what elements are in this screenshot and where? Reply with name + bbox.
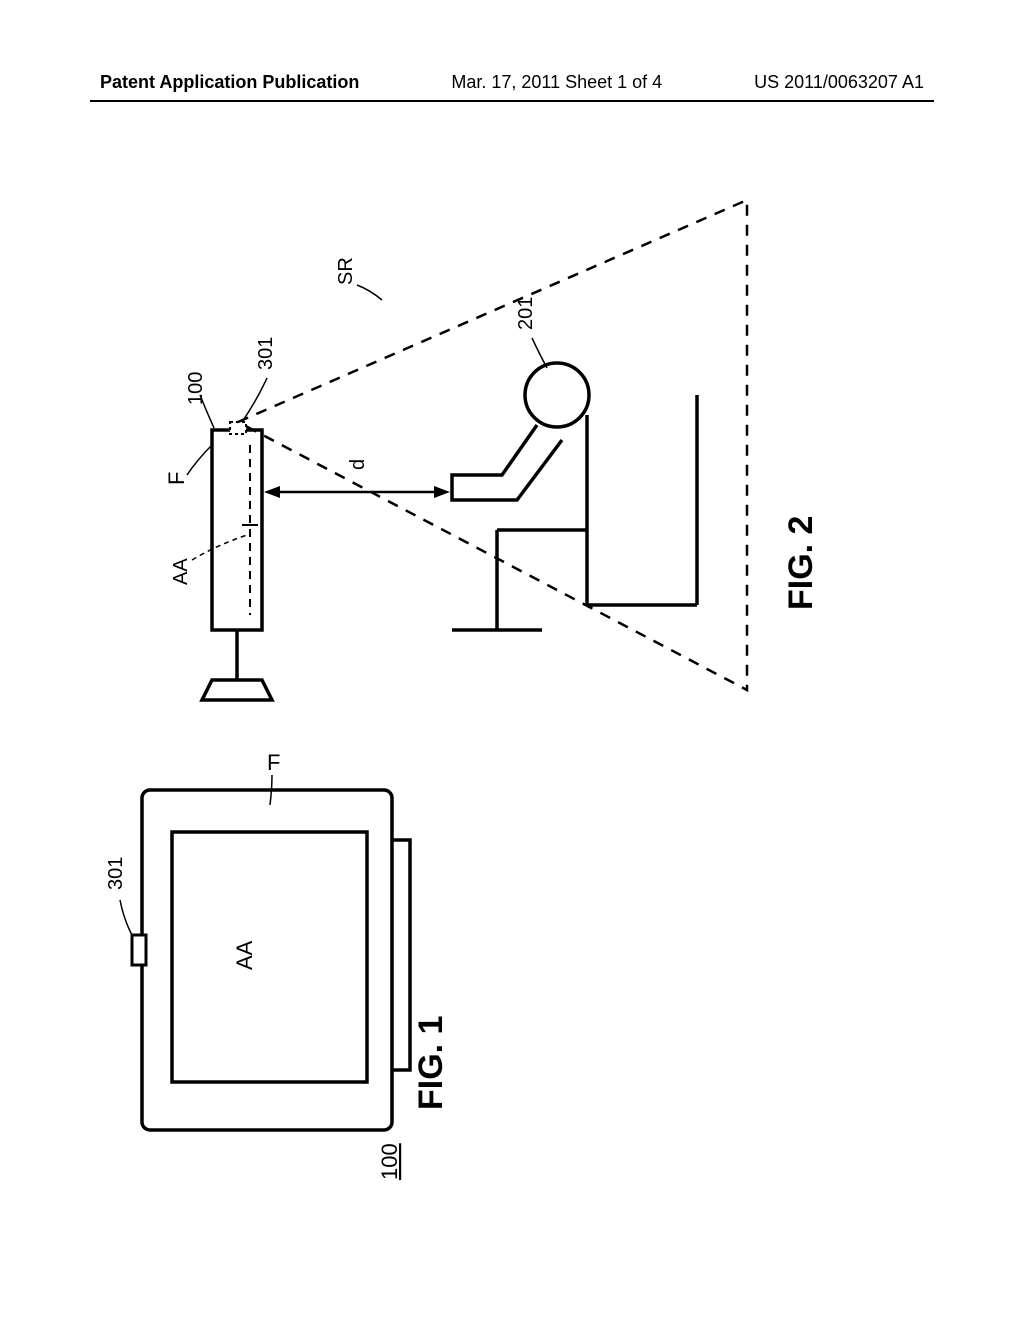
sensing-range-triangle [238, 200, 747, 690]
svg-text:d: d [347, 459, 369, 470]
distance-arrow [264, 486, 450, 498]
header-patent-number: US 2011/0063207 A1 [754, 72, 924, 93]
header-date-sheet: Mar. 17, 2011 Sheet 1 of 4 [451, 72, 662, 93]
monitor-side [202, 422, 272, 700]
svg-text:301: 301 [105, 857, 127, 890]
header-publication: Patent Application Publication [100, 72, 359, 93]
svg-text:F: F [267, 750, 280, 775]
fig2-caption: FIG. 2 [782, 516, 820, 610]
figure-2: 100 301 SR 201 d F AA [164, 200, 747, 700]
page-header: Patent Application Publication Mar. 17, … [0, 72, 1024, 93]
figures-container: 301 F AA 100 FIG. 1 [90, 180, 934, 1260]
fig1-caption: FIG. 1 [412, 1016, 450, 1110]
svg-text:100: 100 [185, 372, 207, 405]
user-figure [452, 363, 697, 630]
svg-text:SR: SR [335, 257, 357, 285]
svg-text:AA: AA [232, 940, 257, 970]
svg-text:AA: AA [170, 558, 192, 585]
patent-figures-svg: 301 F AA 100 FIG. 1 [90, 180, 934, 1260]
header-divider [90, 100, 934, 102]
figure-1: 301 F AA 100 [105, 750, 410, 1180]
svg-text:301: 301 [255, 337, 277, 370]
svg-text:F: F [164, 472, 189, 485]
svg-text:201: 201 [515, 297, 537, 330]
svg-text:100: 100 [377, 1143, 402, 1180]
